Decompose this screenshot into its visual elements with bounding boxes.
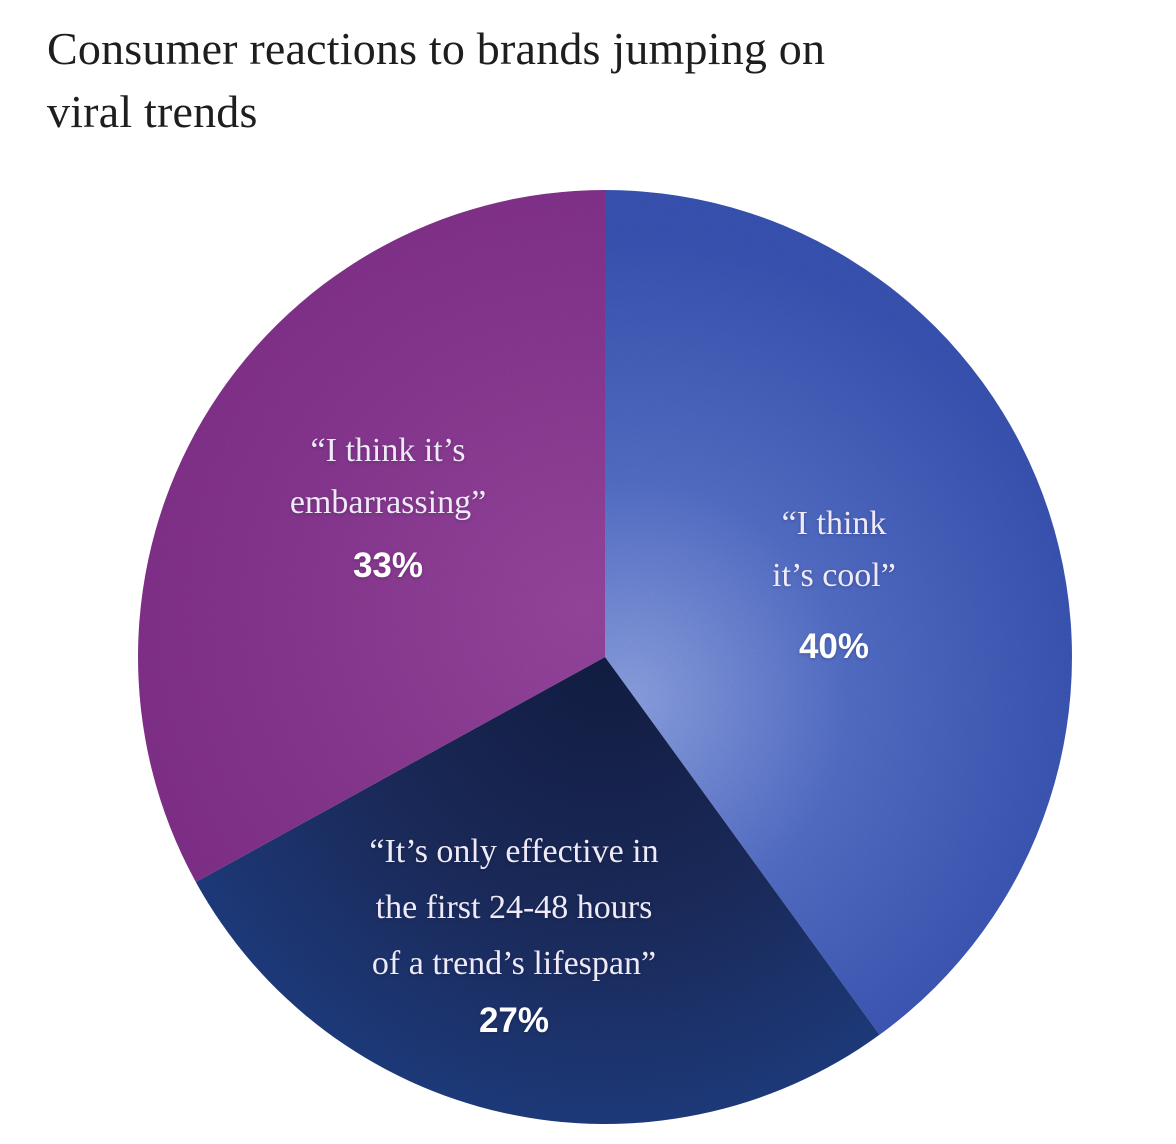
slice-label-group-embarrassing: “I think it’s embarrassing” 33% — [290, 425, 486, 586]
grain-texture-overlay — [138, 190, 1072, 1124]
slice-label-group-effective: “It’s only effective in the first 24-48 … — [369, 824, 658, 1041]
slice-value-cool: 40% — [798, 627, 870, 667]
slice-value-effective: 27% — [478, 1001, 550, 1041]
chart-title: Consumer reactions to brands jumping on … — [47, 23, 826, 137]
slice-label-effective: “It’s only effective in the first 24-48 … — [369, 833, 659, 982]
slice-label-embarrassing: “I think it’s embarrassing” — [289, 432, 487, 521]
slice-label-cool: “I think it’s cool” — [772, 505, 896, 594]
slice-value-embarrassing: 33% — [352, 546, 424, 586]
slice-label-group-cool: “I think it’s cool” 40% — [772, 498, 896, 667]
